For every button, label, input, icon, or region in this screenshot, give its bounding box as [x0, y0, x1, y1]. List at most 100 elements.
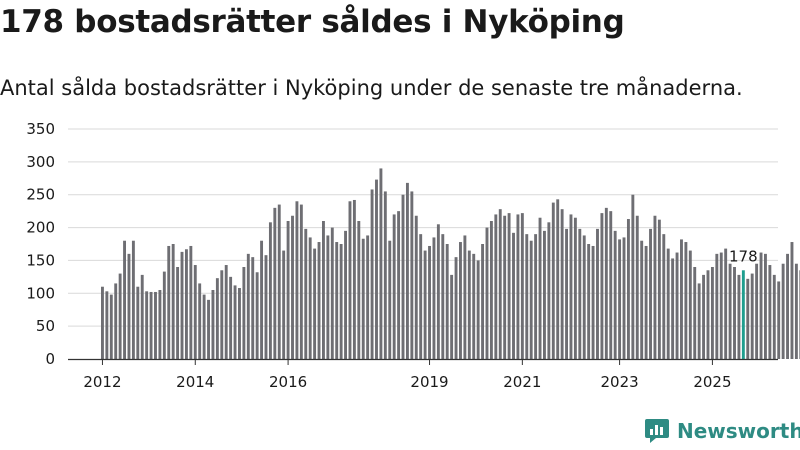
bar — [211, 290, 215, 359]
bar — [733, 267, 736, 359]
bar — [145, 291, 149, 359]
bar — [184, 249, 188, 359]
bar — [547, 222, 551, 359]
bar — [118, 273, 122, 359]
bar — [215, 278, 219, 359]
bar — [794, 263, 798, 359]
bar — [702, 274, 706, 359]
bar — [255, 272, 259, 359]
bar — [750, 273, 754, 359]
bar — [317, 242, 321, 359]
bar — [764, 253, 767, 359]
bar — [308, 237, 312, 359]
bar — [251, 257, 255, 359]
bar — [224, 265, 228, 359]
bar — [578, 228, 582, 359]
bar — [339, 244, 343, 359]
bar — [171, 244, 175, 359]
bar — [180, 251, 184, 359]
bar — [291, 215, 294, 359]
bar — [207, 299, 210, 359]
bar — [719, 252, 723, 359]
bar — [649, 228, 652, 359]
bar — [520, 213, 524, 359]
bar — [348, 201, 352, 359]
x-tick-label: 2021 — [503, 373, 541, 391]
bar — [622, 237, 626, 359]
bar — [242, 267, 246, 359]
bar — [127, 253, 131, 359]
bar — [361, 238, 365, 359]
bar — [450, 274, 454, 359]
bar — [489, 221, 493, 359]
chart-subtitle: Antal sålda bostadsrätter i Nyköping und… — [0, 76, 743, 100]
bar — [357, 221, 361, 359]
bar — [688, 250, 692, 359]
bar — [423, 250, 427, 359]
bar — [401, 194, 405, 359]
bar — [534, 234, 538, 359]
bar — [105, 291, 109, 359]
bar — [238, 288, 241, 359]
bar — [114, 283, 118, 359]
bar — [551, 202, 555, 359]
newsworthy-icon — [645, 419, 669, 443]
bar — [277, 204, 281, 359]
bar — [260, 240, 264, 359]
bar — [786, 253, 789, 359]
bar — [202, 294, 206, 359]
bar — [626, 219, 630, 359]
bar — [503, 215, 507, 359]
bar — [476, 260, 480, 359]
x-tick-label: 2012 — [83, 373, 121, 391]
bar — [609, 211, 613, 359]
bar — [335, 242, 339, 359]
chart-title: 178 bostadsrätter såldes i Nyköping — [0, 4, 625, 40]
bar — [746, 278, 750, 359]
bar — [454, 257, 458, 359]
bar — [556, 199, 560, 359]
bar — [543, 230, 546, 359]
bar — [591, 245, 595, 359]
bar — [397, 211, 401, 359]
x-tick-label: 2014 — [176, 373, 214, 391]
bar — [494, 214, 498, 359]
bar — [790, 242, 794, 359]
bar — [529, 240, 533, 359]
bar — [697, 283, 701, 359]
bar — [596, 228, 599, 359]
bar — [777, 281, 781, 359]
bar — [405, 182, 409, 359]
bar — [101, 286, 104, 359]
bar — [644, 245, 648, 359]
bar — [436, 224, 440, 359]
bar — [233, 285, 237, 359]
bar — [724, 248, 728, 359]
bar — [264, 255, 268, 359]
bar — [432, 237, 436, 359]
bar — [662, 234, 666, 359]
bar — [149, 291, 153, 359]
bar — [684, 242, 688, 359]
bar — [286, 221, 290, 359]
bar — [485, 227, 489, 359]
bar — [560, 209, 564, 359]
bar — [631, 194, 635, 359]
bar — [162, 271, 166, 359]
bar — [109, 294, 113, 359]
bar — [131, 240, 135, 359]
bar — [569, 214, 573, 359]
bar — [525, 234, 529, 359]
y-tick-label: 350 — [26, 120, 55, 138]
bar — [781, 263, 785, 359]
bar — [428, 245, 431, 359]
bar — [706, 270, 710, 359]
bar — [383, 191, 387, 359]
bar — [710, 267, 714, 359]
bar — [613, 230, 617, 359]
bar — [158, 290, 162, 359]
bar — [304, 228, 308, 359]
bar — [653, 215, 657, 359]
bar — [441, 234, 445, 359]
x-tick-label: 2019 — [410, 373, 448, 391]
